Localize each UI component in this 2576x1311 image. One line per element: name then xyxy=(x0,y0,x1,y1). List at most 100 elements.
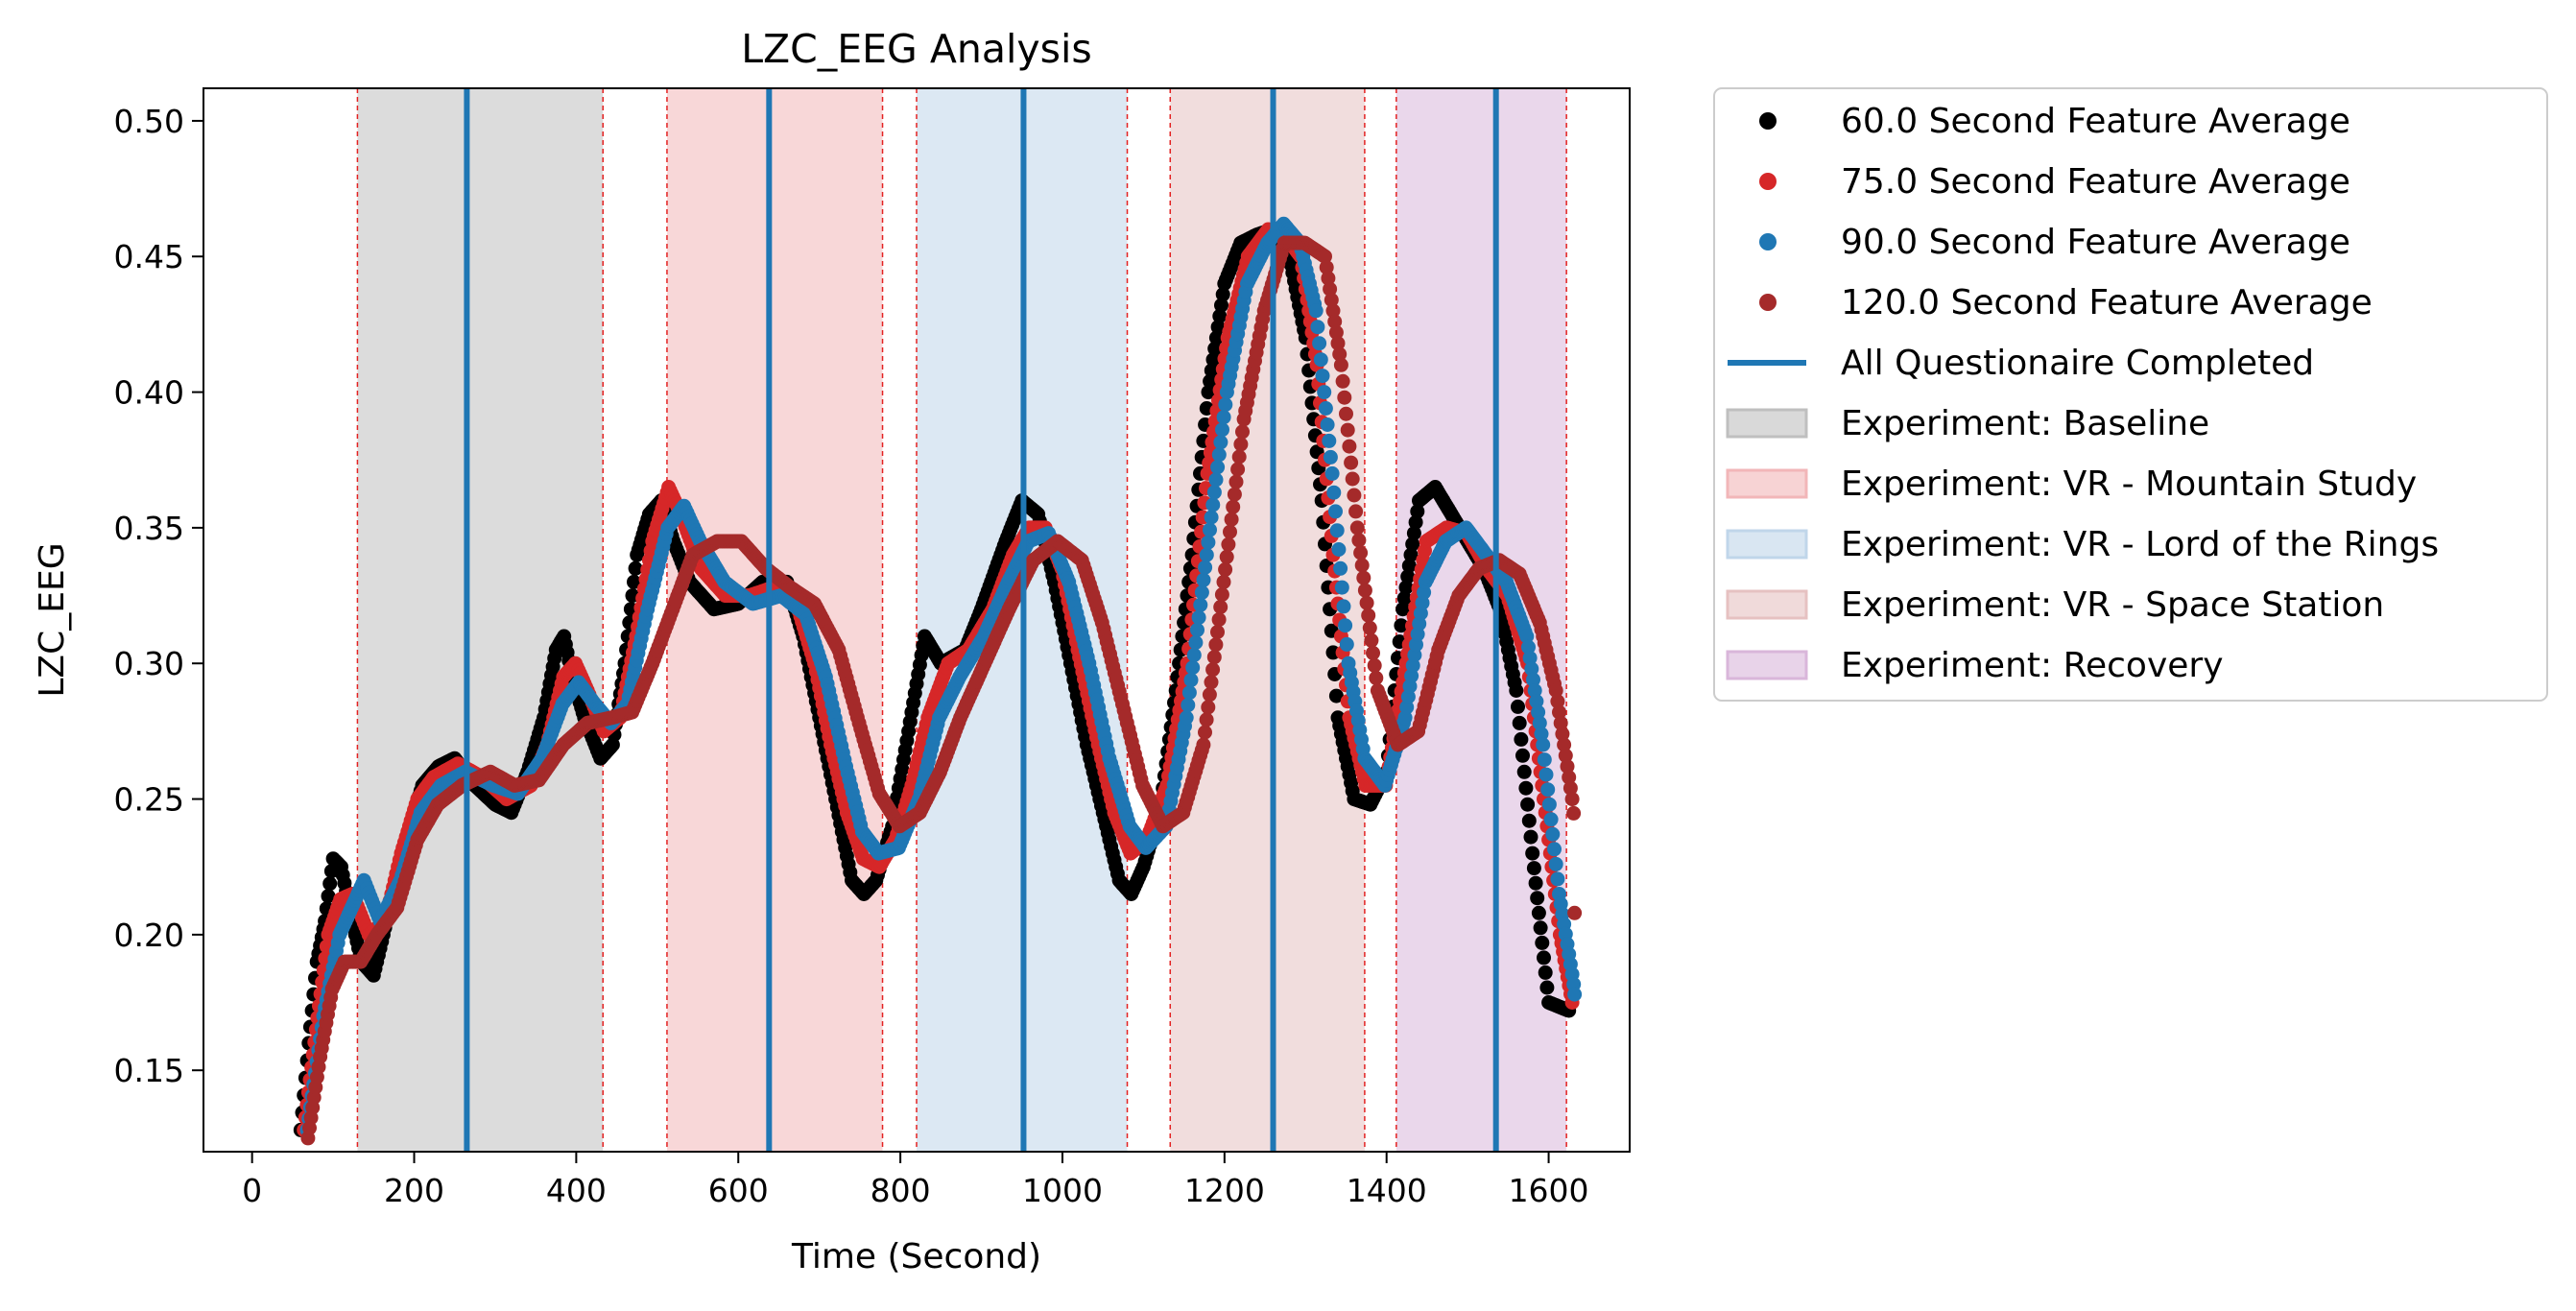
series-3-point xyxy=(1560,759,1575,775)
series-3-point xyxy=(1347,488,1362,503)
series-3-point xyxy=(1230,462,1246,477)
series-3-point xyxy=(1337,390,1352,405)
legend-marker xyxy=(1726,408,1808,439)
series-3-point xyxy=(1198,725,1212,740)
series-2-point xyxy=(1519,629,1535,644)
series-2-point xyxy=(1339,636,1354,652)
series-2-point xyxy=(1531,704,1546,720)
series-0-point xyxy=(1410,504,1425,519)
series-0-point xyxy=(1203,373,1218,389)
legend-marker xyxy=(1726,529,1808,560)
series-0-point xyxy=(1537,950,1551,965)
series-2-point xyxy=(1194,584,1209,600)
series-3-point xyxy=(1333,357,1348,372)
series-3-point xyxy=(1357,583,1372,598)
series-2-point xyxy=(1338,618,1353,633)
x-tick-label: 400 xyxy=(546,1172,607,1209)
x-tick-label: 600 xyxy=(708,1172,769,1209)
series-3-point xyxy=(1208,637,1224,653)
series-2-point xyxy=(1323,449,1338,465)
chart-title: LZC_EEG Analysis xyxy=(741,26,1092,72)
series-0-point xyxy=(1328,688,1344,703)
legend-marker xyxy=(1759,294,1777,311)
series-2-point xyxy=(1188,635,1204,650)
series-0-point xyxy=(1212,308,1228,323)
series-0-point xyxy=(1511,699,1525,714)
series-3-point xyxy=(1231,449,1247,465)
series-2-point xyxy=(1540,782,1556,798)
series-2-point xyxy=(1336,599,1351,614)
legend-label: All Questionaire Completed xyxy=(1841,344,2314,383)
series-2-point xyxy=(1203,522,1217,537)
y-tick-label: 0.25 xyxy=(114,781,184,819)
series-2-point xyxy=(1522,651,1538,666)
series-3-point xyxy=(1223,524,1237,539)
legend-label: Experiment: Baseline xyxy=(1841,404,2209,443)
series-0-point xyxy=(1214,298,1228,313)
series-2-point xyxy=(1534,727,1549,742)
series-0-point xyxy=(1395,602,1411,617)
series-3-point xyxy=(1359,595,1374,610)
series-3-point xyxy=(1562,770,1577,785)
series-2-point xyxy=(1334,580,1349,595)
series-2-point xyxy=(1312,336,1327,351)
series-3-point xyxy=(1213,600,1228,614)
plot-frame xyxy=(203,87,1631,1153)
series-3-point xyxy=(1204,675,1219,690)
x-axis: 0 200 400 600 800 1000 1200 1400 1600 xyxy=(242,1152,1589,1209)
series-2-point xyxy=(1190,622,1205,637)
legend-marker xyxy=(1759,233,1777,250)
series-2-point xyxy=(1318,401,1333,416)
series-2-point xyxy=(1208,472,1224,488)
series-3-point xyxy=(1218,561,1233,577)
series-3-point xyxy=(1206,650,1222,665)
series-3-point xyxy=(1327,314,1343,329)
series-0-point xyxy=(1204,363,1219,378)
series-3-point xyxy=(1219,549,1234,564)
series-2-point xyxy=(1193,597,1208,612)
series-3-point xyxy=(1216,574,1231,589)
legend-item-0: 60.0 Second Feature Average xyxy=(1759,102,2350,141)
series-3-point xyxy=(1361,608,1376,623)
legend-label: Experiment: VR - Space Station xyxy=(1841,585,2384,625)
series-2-point xyxy=(1211,447,1227,463)
series-0-point xyxy=(1215,287,1230,302)
y-tick-label: 0.45 xyxy=(114,238,184,275)
series-3-point xyxy=(1335,373,1350,389)
series-3-point xyxy=(1226,499,1241,514)
series-0-point xyxy=(1520,797,1536,812)
series-3-point xyxy=(1201,700,1216,715)
series-2-point xyxy=(1526,672,1540,687)
series-2-point xyxy=(1185,660,1201,676)
series-2-point xyxy=(1216,410,1231,425)
series-0-point xyxy=(1512,715,1527,730)
legend-item-8: Experiment: VR - Space Station xyxy=(1726,585,2384,625)
series-2-point xyxy=(1317,385,1332,400)
x-tick-label: 1200 xyxy=(1184,1172,1265,1209)
series-0-point xyxy=(1538,965,1553,980)
series-2-point xyxy=(1527,683,1542,698)
series-2-point xyxy=(1333,560,1348,576)
legend-item-1: 75.0 Second Feature Average xyxy=(1759,162,2350,202)
series-2-point xyxy=(1536,737,1551,752)
series-2-point xyxy=(1183,673,1199,688)
series-3-point xyxy=(1332,346,1348,362)
series-0-point xyxy=(1394,618,1409,633)
legend-label: Experiment: Recovery xyxy=(1841,646,2224,685)
series-3-point xyxy=(1205,662,1221,678)
series-3-point xyxy=(1553,715,1568,730)
series-2-point xyxy=(1186,648,1202,662)
series-3-point xyxy=(1555,727,1570,742)
y-tick-label: 0.20 xyxy=(114,917,184,954)
series-3-point xyxy=(1228,474,1244,489)
x-tick-label: 1000 xyxy=(1022,1172,1103,1209)
series-2-point xyxy=(1179,710,1194,726)
series-3-point xyxy=(1550,694,1565,709)
series-3-point xyxy=(1214,587,1229,602)
series-2-point xyxy=(1181,698,1196,713)
series-0-point xyxy=(1509,683,1524,698)
series-3-point xyxy=(1366,645,1380,660)
series-3-point xyxy=(1202,687,1217,703)
series-2-point xyxy=(1218,397,1233,413)
series-3-point xyxy=(1548,683,1563,698)
